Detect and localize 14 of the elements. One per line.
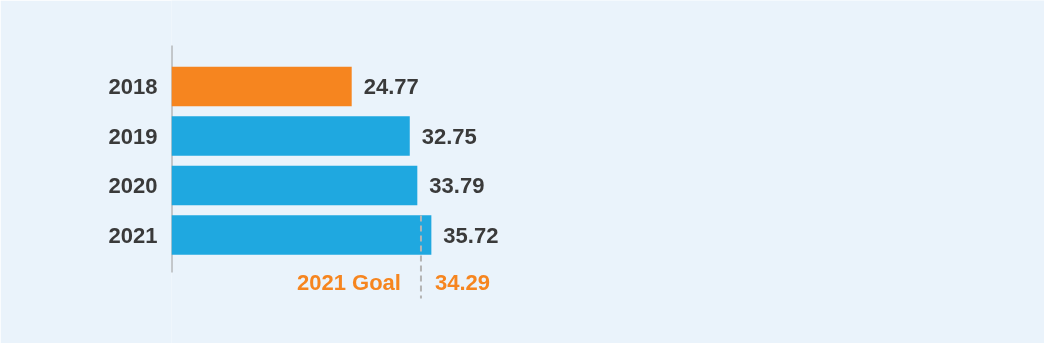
- bar: [171, 116, 410, 156]
- bar: [171, 165, 418, 206]
- data-label: 35.72: [443, 222, 499, 248]
- bar: [171, 66, 352, 107]
- annotation: 34.29: [434, 270, 491, 295]
- ref-line-label: 2021 Goal: [297, 270, 401, 295]
- bar: [171, 215, 432, 255]
- y-tick-label: 2018: [108, 74, 158, 99]
- y-tick-label: 2019: [108, 123, 158, 149]
- y-tick-label: 2021: [108, 222, 158, 248]
- y-tick-label: 2020: [108, 173, 158, 198]
- data-label: 32.75: [421, 123, 477, 149]
- data-label: 33.79: [429, 173, 485, 198]
- data-label: 24.77: [363, 74, 419, 99]
